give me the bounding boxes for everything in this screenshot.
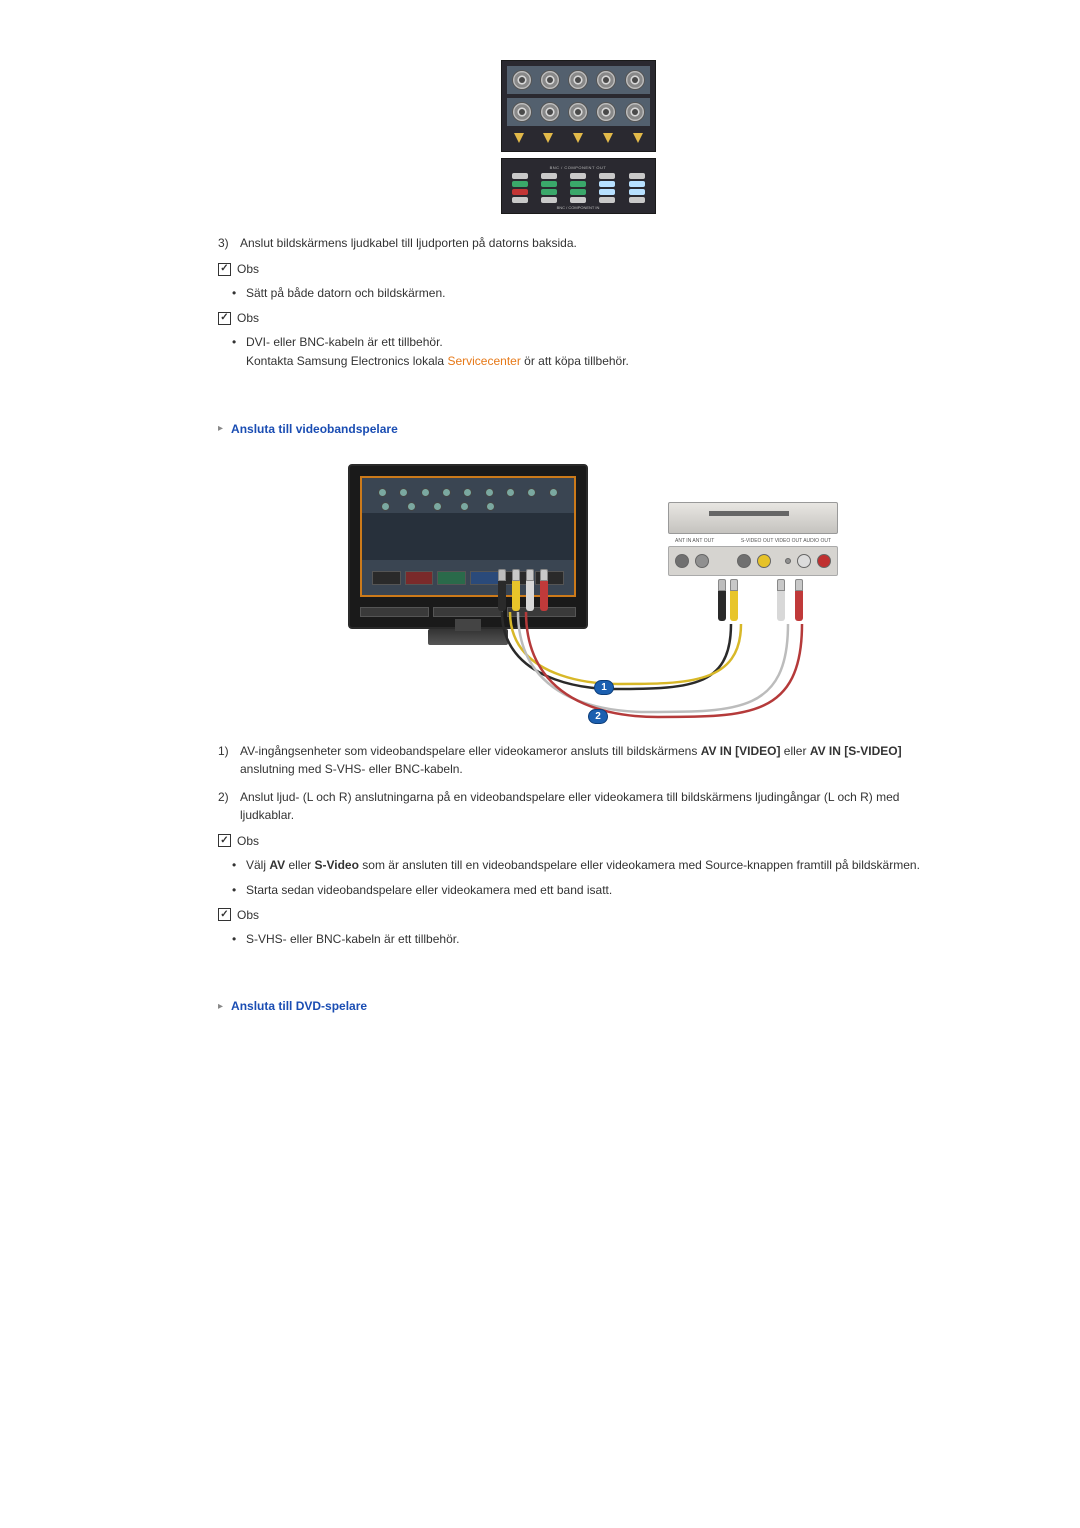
- chevron-icon: ▸: [218, 1001, 223, 1012]
- figure-bnc: BNC / COMPONENT OUT BNC / COMPONENT IN: [218, 60, 938, 214]
- check-icon: [218, 908, 231, 921]
- bullet-text: Sätt på både datorn och bildskärmen.: [246, 284, 445, 303]
- obs-label: Obs: [237, 311, 259, 325]
- obs-4: Obs: [218, 908, 938, 922]
- figure-vcr: ANT IN ANT OUT S-VIDEO OUT VIDEO OUT AUD…: [308, 464, 848, 724]
- led-row-3: [507, 189, 650, 195]
- panel-top-label: BNC / COMPONENT OUT: [507, 165, 650, 170]
- section-title: Ansluta till videobandspelare: [231, 422, 398, 436]
- plugs-monitor: [498, 569, 548, 611]
- obs-2: Obs: [218, 311, 938, 325]
- step-text: Anslut bildskärmens ljudkabel till ljudp…: [240, 234, 938, 252]
- step-number: 2): [218, 788, 240, 824]
- bullet-text: DVI- eller BNC-kabeln är ett tillbehör. …: [246, 333, 629, 371]
- panel-bottom-label: BNC / COMPONENT IN: [507, 205, 650, 210]
- plugs-vcr-audio: [777, 579, 803, 621]
- check-icon: [218, 312, 231, 325]
- step-3: 3) Anslut bildskärmens ljudkabel till lj…: [218, 234, 938, 252]
- chevron-icon: ▸: [218, 423, 223, 434]
- step-number: 1): [218, 742, 240, 778]
- bullet-text: S-VHS- eller BNC-kabeln är ett tillbehör…: [246, 930, 459, 949]
- bullet-svhs-accessory: S-VHS- eller BNC-kabeln är ett tillbehör…: [232, 930, 938, 949]
- plugs-vcr-sv: [718, 579, 738, 621]
- vcr-label-out: S-VIDEO OUT VIDEO OUT AUDIO OUT: [741, 538, 831, 544]
- section-title: Ansluta till DVD-spelare: [231, 999, 367, 1013]
- led-row-2: [507, 181, 650, 187]
- bullet-accessory: DVI- eller BNC-kabeln är ett tillbehör. …: [232, 333, 938, 371]
- callout-2: 2: [588, 709, 608, 724]
- callout-1: 1: [594, 680, 614, 695]
- bullet-start-vcr: Starta sedan videobandspelare eller vide…: [232, 881, 938, 900]
- bnc-led-panel: BNC / COMPONENT OUT BNC / COMPONENT IN: [501, 158, 656, 214]
- vcr-label-ant: ANT IN ANT OUT: [675, 538, 714, 544]
- section-vcr: ▸ Ansluta till videobandspelare: [218, 422, 938, 436]
- obs-label: Obs: [237, 908, 259, 922]
- bullet-text: Välj AV eller S-Video som är ansluten ti…: [246, 856, 920, 875]
- bullet-power-on: Sätt på både datorn och bildskärmen.: [232, 284, 938, 303]
- vcr-rear-panel: ANT IN ANT OUT S-VIDEO OUT VIDEO OUT AUD…: [668, 546, 838, 576]
- vcr-device: [668, 502, 838, 534]
- bullet-source: Välj AV eller S-Video som är ansluten ti…: [232, 856, 938, 875]
- vcr-step-2: 2) Anslut ljud- (L och R) anslutningarna…: [218, 788, 938, 824]
- bnc-top-panel: [501, 60, 656, 152]
- vcr-step-1: 1) AV-ingångsenheter som videobandspelar…: [218, 742, 938, 778]
- step-number: 3): [218, 234, 240, 252]
- check-icon: [218, 834, 231, 847]
- check-icon: [218, 263, 231, 276]
- led-row-4: [507, 197, 650, 203]
- obs-label: Obs: [237, 834, 259, 848]
- obs-1: Obs: [218, 262, 938, 276]
- bullet-text: Starta sedan videobandspelare eller vide…: [246, 881, 612, 900]
- obs-label: Obs: [237, 262, 259, 276]
- section-dvd: ▸ Ansluta till DVD-spelare: [218, 999, 938, 1013]
- servicecenter-link[interactable]: Servicecenter: [447, 354, 520, 368]
- step-text: AV-ingångsenheter som videobandspelare e…: [240, 742, 938, 778]
- monitor-back: [348, 464, 588, 629]
- obs-3: Obs: [218, 834, 938, 848]
- step-text: Anslut ljud- (L och R) anslutningarna på…: [240, 788, 938, 824]
- led-row-1: [507, 173, 650, 179]
